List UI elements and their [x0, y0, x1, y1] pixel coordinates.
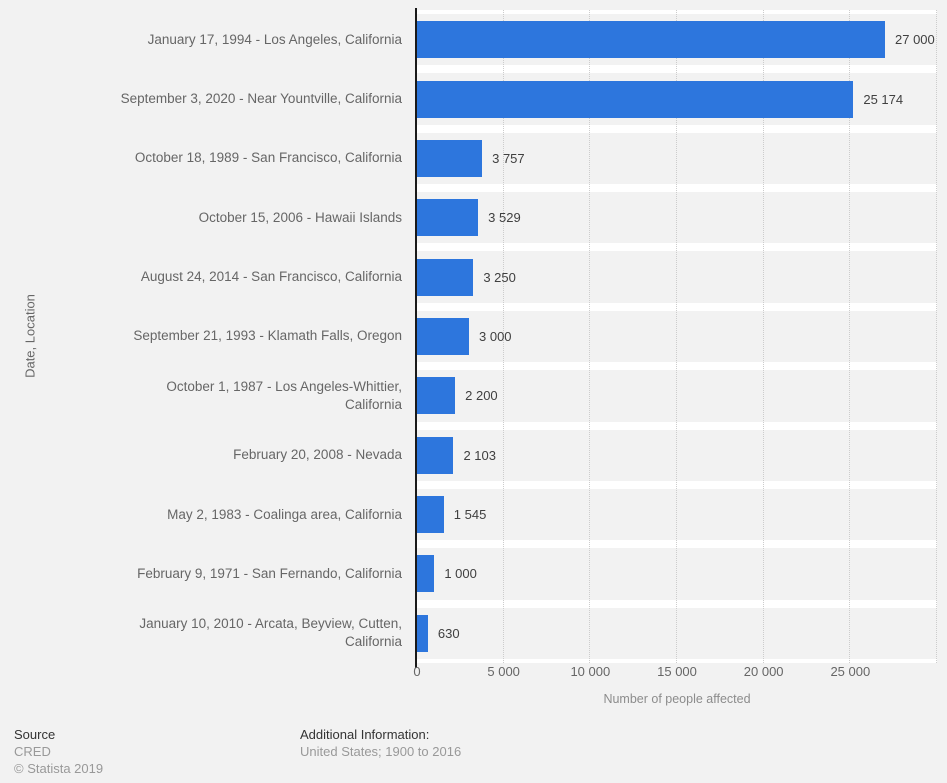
category-label-line: California [344, 396, 402, 412]
bar [417, 258, 474, 296]
row-stripe [417, 310, 937, 363]
category-label-text: October 18, 1989 - San Francisco, Califo… [135, 149, 402, 167]
gridline [676, 10, 677, 663]
category-label-line: October 18, 1989 - San Francisco, Califo… [134, 150, 402, 166]
bar [417, 614, 428, 652]
row-stripe [417, 192, 937, 244]
value-label: 2 200 [465, 388, 498, 404]
category-label: October 1, 1987 - Los Angeles-Whittier, C… [92, 366, 402, 425]
row-stripe [417, 251, 937, 303]
x-tick: 25 000 [830, 664, 871, 679]
category-label: August 24, 2014 - San Francisco, Califor… [92, 247, 402, 306]
category-label: February 20, 2008 - Nevada [92, 426, 402, 485]
source-name: CRED [14, 744, 51, 759]
category-label-line: September 21, 1993 - Klamath Falls, Oreg… [133, 328, 402, 344]
category-label: October 15, 2006 - Hawaii Islands [92, 188, 402, 247]
y-axis-line [415, 8, 417, 668]
x-tick: 15 000 [657, 664, 697, 679]
gridline [502, 10, 504, 663]
category-label-text: September 21, 1993 - Klamath Falls, Oreg… [133, 327, 402, 345]
category-label-text: August 24, 2014 - San Francisco, Califor… [141, 268, 402, 286]
category-label-text: February 9, 1971 - San Fernando, Califor… [137, 565, 402, 583]
row-stripe [417, 548, 937, 600]
category-label-line: January 10, 2010 - Arcata, Beyview, Cutt… [139, 616, 402, 632]
x-tick: 0 [413, 664, 421, 679]
y-axis-title: Date, Location [22, 294, 38, 378]
category-label-text: May 2, 1983 - Coalinga area, California [167, 506, 402, 524]
category-label: September 3, 2020 - Near Yountville, Cal… [92, 69, 402, 128]
source-heading: Source [14, 727, 56, 742]
category-label: January 10, 2010 - Arcata, Beyview, Cutt… [92, 604, 402, 663]
x-axis-ticks: 0 5 000 10 000 15 000 20 000 25 000 [0, 664, 947, 682]
bar [417, 496, 444, 534]
value-label: 3 529 [488, 210, 521, 226]
value-label: 27 000 [895, 32, 935, 48]
category-label-text: January 10, 2010 - Arcata, Beyview, Cutt… [139, 615, 402, 651]
category-labels-column: January 17, 1994 - Los Angeles, Californ… [92, 10, 402, 663]
additional-information-text: United States; 1900 to 2016 [300, 744, 462, 759]
value-label: 1 000 [444, 566, 477, 582]
footer-source-block: Source CRED © Statista 2019 [14, 726, 103, 777]
category-label-line: August 24, 2014 - San Francisco, Califor… [140, 269, 402, 285]
category-label: May 2, 1983 - Coalinga area, California [92, 485, 402, 544]
category-label: February 9, 1971 - San Fernando, Califor… [92, 544, 402, 603]
value-label: 2 103 [463, 447, 496, 463]
category-label-text: September 3, 2020 - Near Yountville, Cal… [121, 90, 402, 108]
bar [417, 318, 469, 355]
value-label: 25 174 [863, 91, 904, 107]
category-label-line: October 15, 2006 - Hawaii Islands [198, 209, 402, 225]
category-label-line: October 1, 1987 - Los Angeles-Whittier, [166, 378, 402, 394]
row-stripe [417, 488, 937, 541]
row-stripe [417, 132, 937, 185]
category-label: September 21, 1993 - Klamath Falls, Oreg… [92, 307, 402, 366]
category-label: October 18, 1989 - San Francisco, Califo… [92, 129, 402, 188]
category-label: January 17, 1994 - Los Angeles, Californ… [92, 10, 402, 69]
category-label-text: October 15, 2006 - Hawaii Islands [199, 209, 402, 227]
x-tick: 20 000 [743, 664, 784, 679]
category-label-line: California [344, 634, 402, 650]
bar [417, 199, 479, 237]
gridline [936, 10, 937, 663]
bar [417, 436, 454, 474]
gridline [849, 10, 851, 663]
value-label: 3 250 [483, 269, 516, 285]
category-label-line: September 3, 2020 - Near Yountville, Cal… [120, 91, 402, 107]
row-stripe [417, 429, 937, 481]
category-label-text: October 1, 1987 - Los Angeles-Whittier, C… [166, 378, 402, 414]
footer-additional-block: Additional Information: United States; 1… [300, 726, 461, 760]
category-label-text: January 17, 1994 - Los Angeles, Californ… [148, 31, 402, 49]
category-label-text: February 20, 2008 - Nevada [233, 446, 402, 464]
bar [417, 555, 435, 593]
row-stripe [417, 370, 937, 422]
bar [417, 21, 885, 59]
plot-area: 27 000 25 174 3 757 3 529 3 250 3 000 2 200 2 1… [417, 10, 937, 663]
value-label: 3 757 [492, 150, 525, 166]
additional-information-heading: Additional Information: [300, 727, 430, 742]
category-label-line: May 2, 1983 - Coalinga area, California [167, 506, 402, 522]
category-label-line: February 9, 1971 - San Fernando, Califor… [137, 565, 402, 581]
category-label-line: January 17, 1994 - Los Angeles, Californ… [147, 31, 402, 47]
bar [417, 80, 854, 118]
x-axis-title: Number of people affected [603, 692, 751, 706]
row-stripe [417, 607, 937, 659]
copyright-notice: © Statista 2019 [14, 761, 104, 776]
x-tick: 5 000 [487, 664, 520, 679]
bar [417, 377, 456, 415]
gridline [589, 10, 591, 663]
value-label: 1 545 [453, 507, 487, 523]
gridline [762, 10, 764, 663]
value-label: 630 [437, 625, 460, 641]
x-tick: 10 000 [570, 664, 611, 679]
category-label-line: February 20, 2008 - Nevada [233, 447, 402, 463]
value-label: 3 000 [479, 329, 512, 344]
bar [417, 139, 483, 177]
